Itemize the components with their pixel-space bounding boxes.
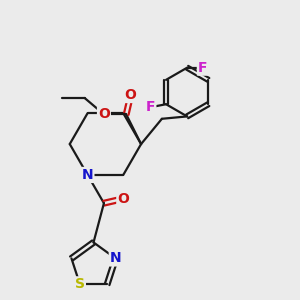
Text: N: N [82, 168, 93, 182]
Text: O: O [117, 192, 129, 206]
Text: F: F [198, 61, 207, 75]
Text: N: N [110, 251, 122, 266]
Text: F: F [146, 100, 155, 114]
Text: S: S [75, 278, 85, 291]
Text: O: O [98, 107, 110, 121]
Text: O: O [125, 88, 136, 102]
